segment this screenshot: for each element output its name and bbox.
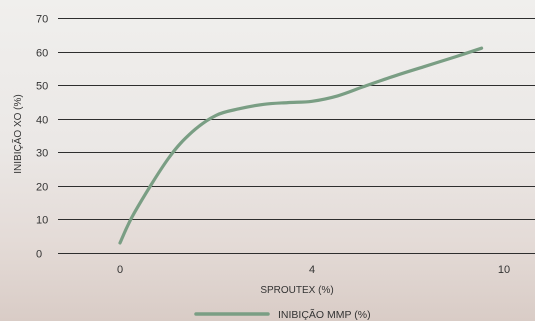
- gridlines: [58, 18, 535, 254]
- y-tick-label: 60: [36, 48, 48, 60]
- legend: INIBIÇÃO MMP (%): [194, 308, 371, 321]
- y-tick-label: 40: [36, 115, 48, 127]
- y-tick-label: 50: [36, 81, 48, 93]
- y-tick-label: 10: [36, 215, 48, 227]
- x-tick-label: 0: [117, 264, 123, 276]
- y-axis-label: INIBIÇÃO XO (%): [11, 94, 24, 173]
- x-axis-label: SPROUTEX (%): [260, 285, 333, 296]
- y-tick-label: 30: [36, 148, 48, 160]
- y-tick-label: 0: [36, 249, 42, 261]
- series-line-0: [118, 46, 484, 245]
- x-axis-ticks: 0 4 10: [117, 264, 510, 276]
- y-tick-label: 20: [36, 182, 48, 194]
- legend-label: INIBIÇÃO MMP (%): [278, 308, 371, 321]
- series-layer: [118, 46, 484, 245]
- y-tick-label: 70: [36, 14, 48, 26]
- y-axis-ticks: 0 10 20 30 40 50 60 70: [36, 14, 48, 261]
- x-tick-label: 4: [309, 264, 315, 276]
- x-tick-label: 10: [498, 264, 510, 276]
